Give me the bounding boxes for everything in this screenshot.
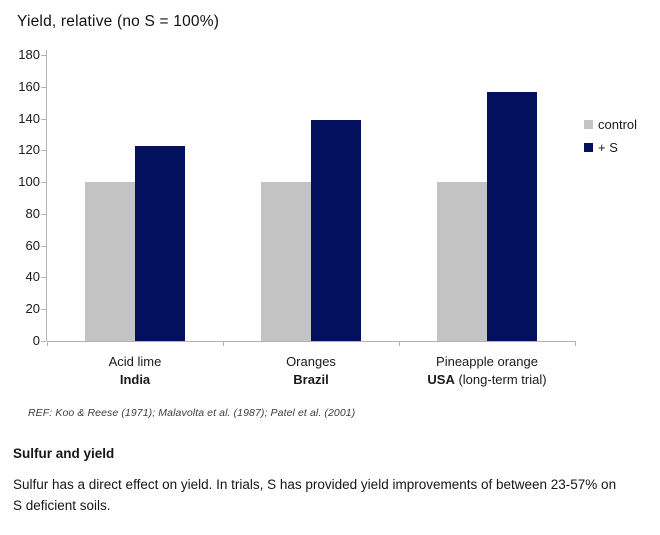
bar-control-3 [437,182,487,341]
plot-area [47,55,575,341]
y-tick-mark-60 [41,245,46,247]
footer-body: Sulfur has a direct effect on yield. In … [13,477,617,513]
category-name: Oranges [286,354,336,369]
y-tick-mark-180 [41,55,46,56]
reference-text: REF: Koo & Reese (1971); Malavolta et al… [28,407,356,419]
y-tick-label-180: 180 [18,47,40,62]
bar-control-1 [85,182,135,341]
y-tick-mark-160 [41,86,46,88]
y-tick-label-140: 140 [18,110,40,126]
bar-+S-3 [487,91,537,341]
y-tick-mark-120 [41,150,46,152]
category-name: Pineapple orange [436,354,538,369]
x-tick-mark-1 [223,341,224,346]
y-tick-label-40: 40 [25,269,40,285]
y-tick-mark-0 [41,341,46,342]
y-tick-mark-40 [41,277,46,279]
y-tick-mark-140 [41,118,46,120]
y-tick-mark-80 [41,213,46,215]
legend-swatch-icon [584,143,593,152]
x-axis-line [47,341,576,342]
y-tick-label-160: 160 [18,78,40,94]
legend-swatch-icon [584,120,593,129]
legend-label: + S [598,140,618,155]
x-category-label-2: Oranges Brazil [201,353,421,388]
legend-label: control [598,117,638,132]
bar-+S-1 [135,145,185,341]
y-tick-mark-100 [41,182,46,184]
y-tick-label-80: 80 [25,205,40,221]
legend-item-+S: + S [584,140,637,155]
y-tick-label-60: 60 [25,237,40,253]
legend: control + S [584,117,637,163]
y-tick-label-0: 0 [32,333,40,348]
y-axis-line [46,50,47,341]
category-name: Acid lime [108,354,162,369]
category-location: India [119,371,151,387]
category-location: Brazil [293,371,329,387]
y-tick-label-20: 20 [25,301,40,317]
bar-control-2 [261,182,311,341]
y-tick-label-120: 120 [18,142,40,158]
y-tick-label-100: 100 [18,174,40,190]
footer-heading: Sulfur and yield [13,446,115,461]
x-category-label-1: Acid lime India [25,353,245,388]
x-tick-mark-3 [575,341,576,346]
bar-+S-2 [311,120,361,341]
x-category-label-3: Pineapple orange USA (long-term trial) [377,353,597,388]
chart-title: Yield, relative (no S = 100%) [17,13,220,30]
x-tick-mark-2 [399,341,400,346]
legend-item-control: control [584,117,637,132]
category-location: USA (long-term trial) [427,371,547,387]
y-tick-mark-20 [41,309,46,311]
x-tick-mark-0 [47,341,48,346]
